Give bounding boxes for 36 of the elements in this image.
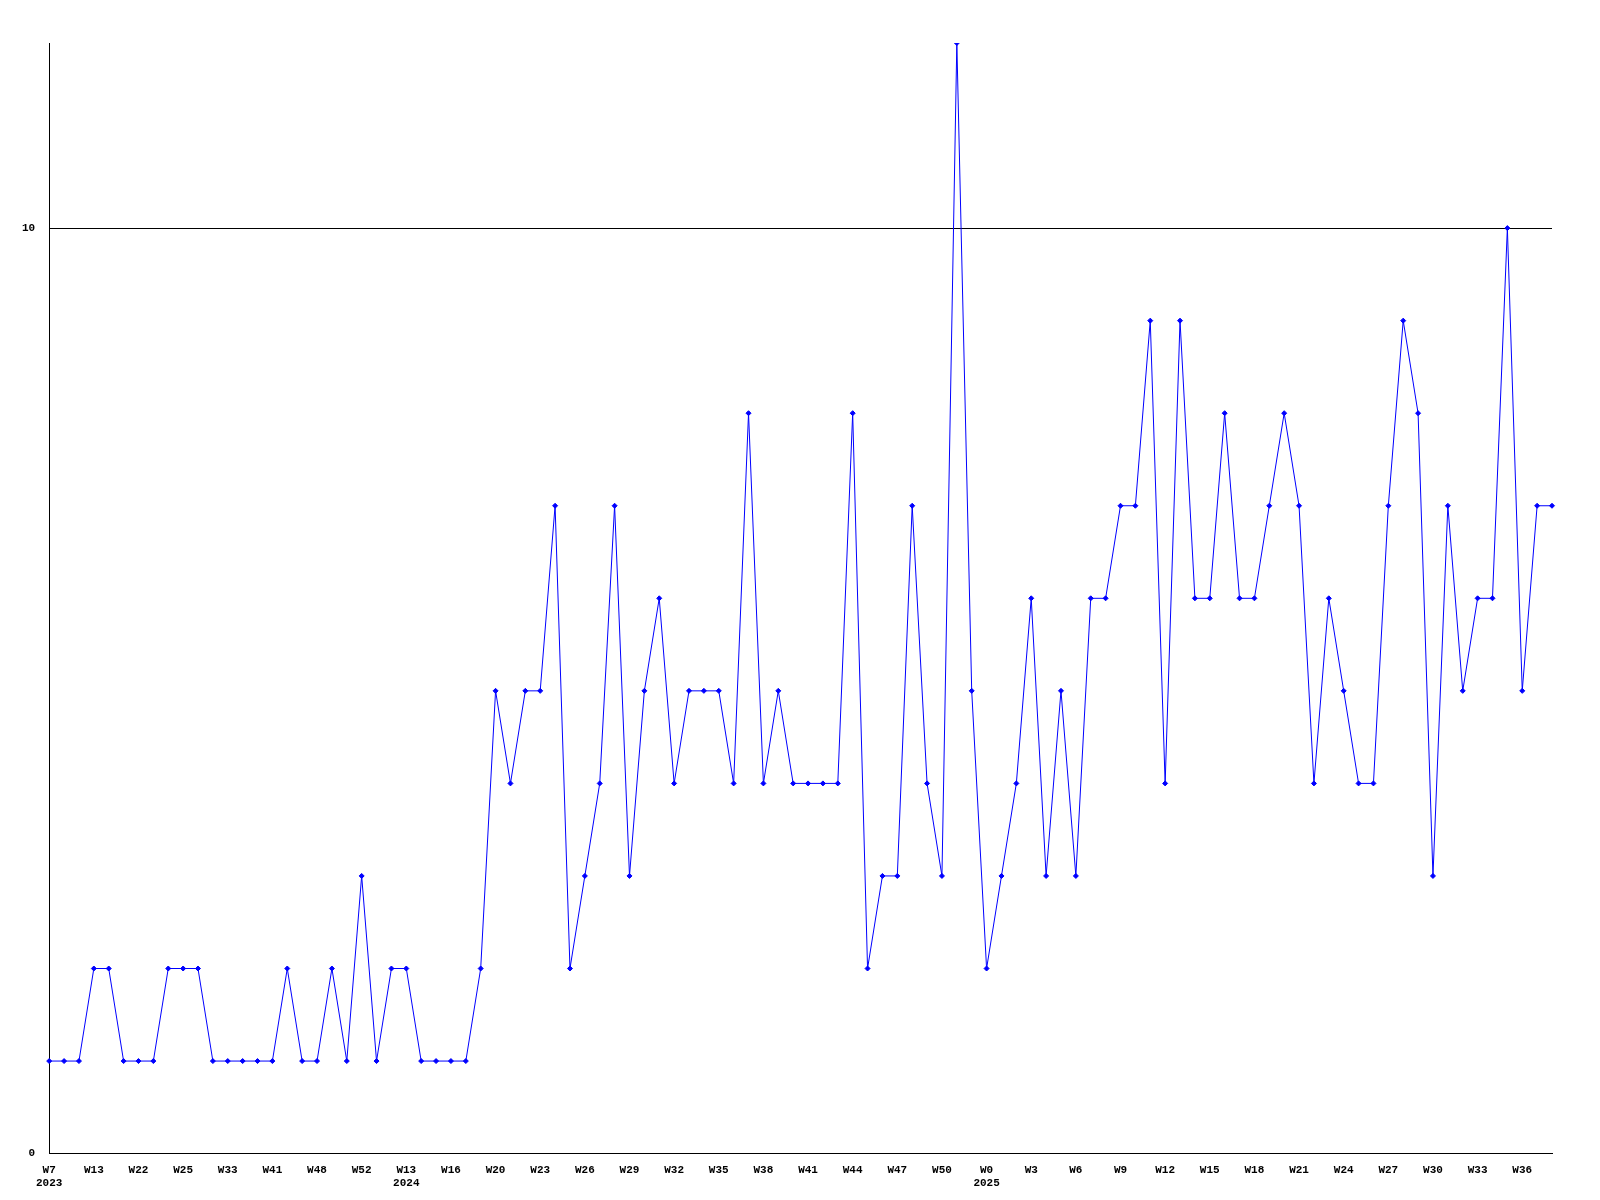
x-tick-label: W33 <box>1467 1163 1488 1176</box>
y-tick-label: 0 <box>28 1147 36 1160</box>
x-tick-label: W18 <box>1244 1163 1265 1176</box>
x-tick-label: W3 <box>1024 1163 1039 1176</box>
x-tick-label: W48 <box>307 1163 328 1176</box>
x-tick-label: W50 <box>932 1163 952 1176</box>
x-tick-label: W16 <box>441 1163 461 1176</box>
x-tick-label: W24 <box>1333 1163 1354 1176</box>
x-tick-label: W26 <box>574 1163 595 1176</box>
x-tick-label: W27 <box>1378 1163 1399 1176</box>
x-tick-label: W35 <box>708 1163 730 1176</box>
x-tick-label: W36 <box>1512 1163 1533 1176</box>
x-tick-label: W41 <box>798 1163 819 1176</box>
x-tick-label: W32 <box>664 1163 685 1176</box>
x-tick-label: W9 <box>1113 1163 1128 1176</box>
x-tick-label: W7 2023 <box>36 1163 63 1190</box>
x-tick-label: W38 <box>753 1163 774 1176</box>
x-tick-label: W29 <box>619 1163 640 1176</box>
x-tick-label: W41 <box>262 1163 283 1176</box>
y-tick-label: 10 <box>22 221 36 234</box>
x-tick-label: W33 <box>217 1163 239 1176</box>
x-tick-label: W15 <box>1199 1163 1221 1176</box>
x-tick-label: W12 <box>1155 1163 1176 1176</box>
x-tick-label: W23 <box>530 1163 551 1176</box>
x-tick-label: W13 <box>83 1163 105 1176</box>
x-tick-label: W21 <box>1289 1163 1310 1176</box>
x-tick-label: W13 2024 <box>393 1163 420 1190</box>
x-tick-label: W52 <box>351 1163 372 1176</box>
x-tick-label: W22 <box>128 1163 149 1176</box>
x-tick-label: W20 <box>485 1163 506 1176</box>
x-tick-label: W30 <box>1423 1163 1443 1176</box>
x-tick-label: W25 <box>173 1163 194 1176</box>
x-tick-label: W0 2025 <box>973 1163 1001 1190</box>
x-tick-label: W44 <box>842 1163 863 1176</box>
x-tick-label: W47 <box>887 1163 908 1176</box>
x-tick-label: W6 <box>1069 1163 1083 1176</box>
